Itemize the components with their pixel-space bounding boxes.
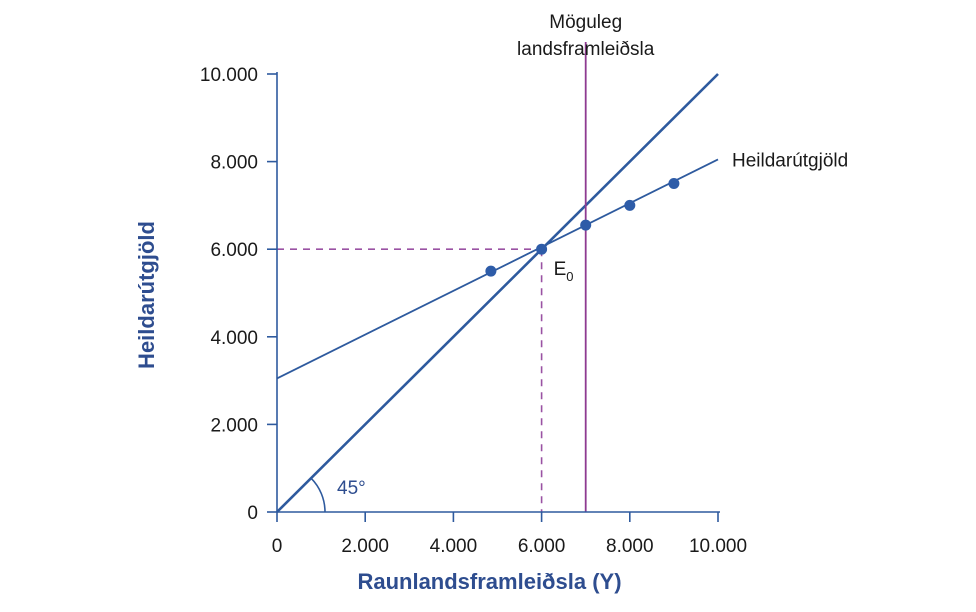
data-point: [580, 219, 592, 231]
data-point: [536, 243, 548, 255]
potential-gdp-label-line2: landsframleiðsla: [517, 39, 655, 60]
data-point: [624, 199, 636, 211]
equilibrium-letter: E: [554, 259, 567, 280]
x-tick-label: 4.000: [430, 536, 478, 557]
x-tick-label: 8.000: [606, 536, 654, 557]
forty-five-degree-line: [276, 73, 719, 513]
y-tick-label: 8.000: [210, 153, 258, 174]
y-tick-label: 10.000: [200, 65, 258, 86]
x-axis-ticks: 0 2.000 4.000 6.000 8.000 10.000: [272, 512, 747, 557]
x-tick-label: 0: [272, 536, 283, 557]
y-axis-ticks: 0 2.000 4.000 6.000 8.000 10.000: [200, 65, 277, 524]
equilibrium-subscript: 0: [566, 269, 573, 284]
y-axis-title: Heildarútgjöld: [134, 221, 159, 369]
aggregate-expenditure-label: Heildarútgjöld: [732, 150, 848, 171]
potential-gdp-label-line1: Möguleg: [549, 12, 622, 33]
aggregate-expenditure-line: [276, 158, 719, 380]
y-tick-label: 6.000: [210, 240, 258, 261]
forty-five-degree-arc: [310, 477, 326, 513]
y-tick-label: 4.000: [210, 328, 258, 349]
x-tick-label: 6.000: [518, 536, 566, 557]
x-tick-label: 2.000: [341, 536, 389, 557]
y-tick-label: 0: [247, 503, 258, 524]
x-tick-label: 10.000: [689, 536, 747, 557]
x-axis-title: Raunlandsframleiðsla (Y): [357, 569, 621, 594]
data-point: [668, 178, 680, 189]
forty-five-degree-label: 45°: [337, 478, 366, 499]
data-points: [485, 178, 680, 277]
y-tick-label: 2.000: [210, 415, 258, 436]
data-point: [485, 265, 497, 277]
equilibrium-label: E0: [554, 259, 574, 284]
